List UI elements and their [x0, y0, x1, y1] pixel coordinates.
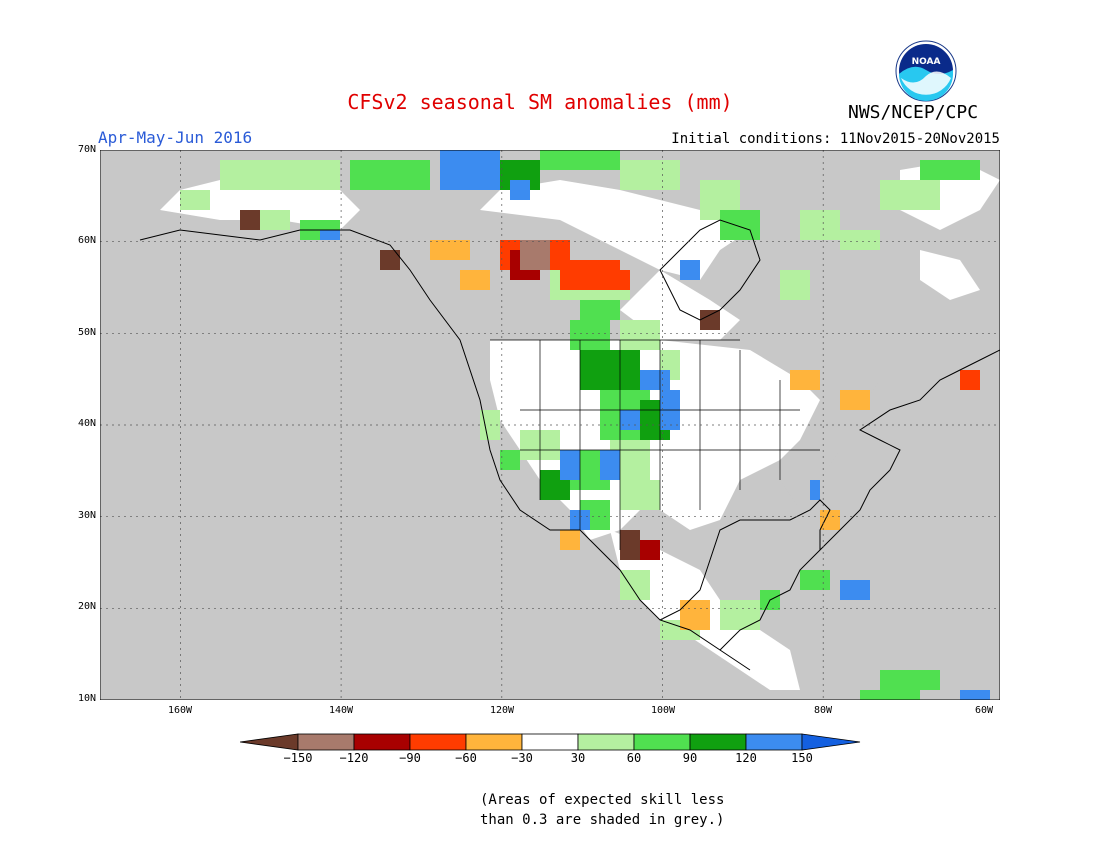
gulf-coast [659, 499, 831, 621]
lon-label-140w: 140W [328, 705, 354, 716]
hudson-bay [659, 219, 761, 321]
season-label: Apr-May-Jun 2016 [98, 128, 253, 147]
agency-label: NWS/NCEP/CPC [848, 102, 979, 123]
skill-note-line-1: (Areas of expected skill less [480, 792, 725, 808]
colorbar-label: 30 [570, 751, 586, 765]
chart-title-text: CFSv2 seasonal SM anomalies (mm) [347, 90, 733, 114]
lat-label-50n: 50N [77, 327, 96, 338]
dry-anomaly-cells [240, 210, 980, 630]
lat-label-60n: 60N [77, 235, 96, 246]
colorbar-bin [409, 733, 467, 751]
colorbar [240, 733, 861, 751]
colorbar-bin [633, 733, 691, 751]
lat-label-10n: 10N [77, 693, 96, 704]
colorbar-label: −150 [283, 751, 313, 765]
very-wet-anomaly-cells [320, 150, 990, 700]
colorbar-label: −120 [339, 751, 369, 765]
lat-label-40n: 40N [77, 418, 96, 429]
colorbar-label: 90 [682, 751, 698, 765]
lon-label-120w: 120W [489, 705, 515, 716]
initial-conditions-label: Initial conditions: 11Nov2015-20Nov2015 [671, 131, 1000, 147]
colorbar-arrow-low [240, 733, 299, 751]
lon-label-160w: 160W [167, 705, 193, 716]
colorbar-bin [521, 733, 579, 751]
lon-label-60w: 60W [974, 705, 994, 716]
graticule [100, 150, 1000, 700]
lat-label-20n: 20N [77, 601, 96, 612]
colorbar-label: 60 [626, 751, 642, 765]
colorbar-bin [577, 733, 635, 751]
colorbar-bin [297, 733, 355, 751]
anomaly-map [100, 150, 1000, 700]
colorbar-bin [353, 733, 411, 751]
colorbar-arrow-high [801, 733, 861, 751]
skill-note-line-2: than 0.3 are shaded in grey.) [480, 812, 725, 828]
noaa-logo-icon: NOAA [895, 40, 957, 102]
lat-label-30n: 30N [77, 510, 96, 521]
lat-label-70n: 70N [77, 144, 96, 155]
colorbar-label: 150 [791, 751, 813, 765]
colorbar-bin [465, 733, 523, 751]
logo-text: NOAA [912, 57, 941, 67]
chart-title: CFSv2 seasonal SM anomalies (mm) [0, 90, 1100, 114]
colorbar-label: 120 [735, 751, 757, 765]
colorbar-bin [689, 733, 747, 751]
colorbar-label: −60 [455, 751, 477, 765]
colorbar-label: −30 [511, 751, 533, 765]
colorbar-label: −90 [399, 751, 421, 765]
lon-label-80w: 80W [813, 705, 833, 716]
colorbar-bin [745, 733, 803, 751]
lon-label-100w: 100W [650, 705, 676, 716]
coastline [139, 229, 1000, 671]
